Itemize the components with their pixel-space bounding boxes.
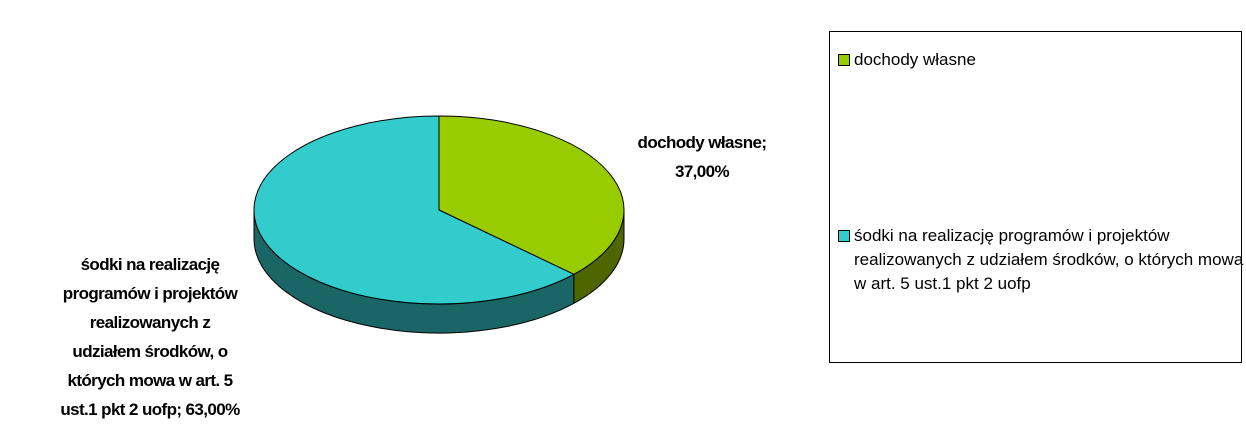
data-label-line: programów i projektów bbox=[62, 284, 238, 303]
legend-item-own-income: dochody własne bbox=[838, 48, 1244, 72]
data-label-line: dochody własne; bbox=[637, 133, 768, 152]
legend-swatch bbox=[838, 54, 850, 66]
pie-slice-own-income bbox=[438, 115, 625, 275]
data-label-line: realizowanych z bbox=[89, 313, 211, 332]
legend-item-program-funds: śodki na realizację programów i projektó… bbox=[838, 224, 1244, 296]
legend-swatch bbox=[838, 230, 850, 242]
pie-slice-program-funds bbox=[253, 115, 575, 305]
data-label-own-income: dochody własne; 37,00% bbox=[592, 128, 812, 186]
data-label-line: śodki na realizację bbox=[80, 255, 220, 274]
data-label-program-funds: śodki na realizację programów i projektó… bbox=[0, 250, 300, 424]
data-label-line: ust.1 pkt 2 uofp; 63,00% bbox=[60, 400, 240, 419]
data-label-line: udziałem środków, o bbox=[72, 342, 228, 361]
data-label-line: których mowa w art. 5 bbox=[67, 371, 233, 390]
chart-legend: dochody własne śodki na realizację progr… bbox=[829, 31, 1244, 363]
data-label-line: 37,00% bbox=[674, 162, 730, 181]
legend-label: dochody własne bbox=[854, 50, 976, 69]
legend-label: śodki na realizację programów i projektó… bbox=[854, 226, 1244, 293]
pie-tops bbox=[253, 115, 625, 305]
